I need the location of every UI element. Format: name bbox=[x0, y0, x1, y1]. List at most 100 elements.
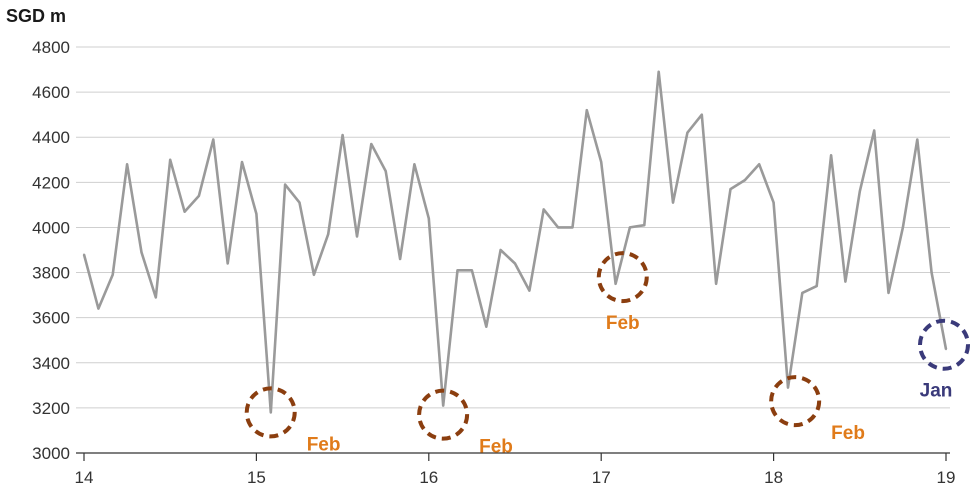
x-tick-label: 18 bbox=[764, 468, 783, 487]
data-point bbox=[226, 262, 229, 265]
data-point bbox=[212, 138, 215, 141]
data-point bbox=[528, 289, 531, 292]
data-point bbox=[399, 258, 402, 261]
data-point bbox=[255, 212, 258, 215]
annotation-circle bbox=[244, 386, 297, 439]
data-point bbox=[700, 113, 703, 116]
data-point bbox=[628, 226, 631, 229]
data-point bbox=[169, 158, 172, 161]
y-axis-label: SGD m bbox=[6, 6, 66, 26]
data-point bbox=[801, 291, 804, 294]
x-axis-ticks: 14 15 16 17 18 19 bbox=[75, 453, 956, 487]
data-point bbox=[298, 201, 301, 204]
x-tick-label: 14 bbox=[75, 468, 94, 487]
y-tick-label: 4200 bbox=[32, 173, 70, 192]
annotation-circle bbox=[417, 388, 470, 441]
data-point bbox=[758, 163, 761, 166]
data-point bbox=[284, 183, 287, 186]
annotation-feb: Feb bbox=[596, 251, 649, 334]
data-point bbox=[83, 253, 85, 256]
data-point bbox=[614, 282, 617, 285]
data-point bbox=[327, 233, 330, 236]
annotation-label: Jan bbox=[920, 381, 953, 402]
data-point bbox=[140, 251, 143, 254]
data-point bbox=[542, 208, 545, 211]
data-point bbox=[916, 138, 919, 141]
y-tick-label: 3200 bbox=[32, 399, 70, 418]
data-point bbox=[514, 262, 516, 265]
data-point bbox=[456, 269, 459, 272]
annotation-label: Feb bbox=[606, 313, 640, 334]
data-point bbox=[427, 217, 430, 220]
data-point bbox=[197, 194, 200, 197]
data-point bbox=[557, 226, 560, 229]
data-point bbox=[585, 109, 588, 112]
annotation-label: Feb bbox=[479, 437, 513, 458]
data-point bbox=[786, 386, 789, 389]
gridlines bbox=[76, 46, 950, 409]
series-points bbox=[83, 70, 947, 414]
data-point bbox=[183, 210, 186, 213]
data-point bbox=[126, 163, 129, 166]
data-point bbox=[643, 224, 646, 227]
data-point bbox=[729, 188, 732, 191]
data-point bbox=[945, 348, 947, 351]
data-point bbox=[930, 271, 933, 274]
y-tick-label: 4800 bbox=[32, 38, 70, 57]
data-point bbox=[241, 161, 244, 164]
data-point bbox=[672, 201, 675, 204]
data-point bbox=[715, 282, 718, 285]
x-tick-label: 15 bbox=[247, 468, 266, 487]
annotation-feb: Feb bbox=[244, 386, 341, 455]
annotation-feb: Feb bbox=[417, 388, 513, 458]
annotation-feb: Feb bbox=[769, 375, 865, 444]
data-point bbox=[370, 142, 373, 145]
data-point bbox=[600, 161, 603, 164]
y-tick-label: 4600 bbox=[32, 83, 70, 102]
x-tick-label: 17 bbox=[592, 468, 611, 487]
data-point bbox=[743, 179, 746, 182]
data-point bbox=[470, 269, 473, 272]
x-tick-label: 19 bbox=[937, 468, 956, 487]
annotation-jan: Jan bbox=[918, 318, 970, 402]
data-point bbox=[355, 235, 358, 238]
data-point bbox=[772, 201, 775, 204]
y-tick-labels: 3000 3200 3400 3600 3800 4000 4200 4400 4600 4800 bbox=[32, 38, 70, 463]
data-point bbox=[154, 296, 157, 299]
y-tick-label: 3000 bbox=[32, 444, 70, 463]
annotation-circle bbox=[918, 318, 970, 371]
data-point bbox=[341, 133, 344, 136]
data-point bbox=[312, 273, 315, 276]
annotation-circle bbox=[769, 375, 822, 428]
data-point bbox=[485, 325, 488, 328]
series-line bbox=[82, 70, 948, 414]
data-point bbox=[413, 163, 416, 166]
x-tick-label: 16 bbox=[419, 468, 438, 487]
y-tick-label: 4400 bbox=[32, 128, 70, 147]
data-point bbox=[269, 411, 272, 414]
data-point bbox=[657, 70, 660, 73]
y-tick-label: 3600 bbox=[32, 309, 70, 328]
data-point bbox=[858, 190, 861, 193]
data-point bbox=[686, 131, 689, 134]
annotation-circle bbox=[596, 251, 649, 304]
data-point bbox=[384, 170, 387, 173]
data-point bbox=[571, 226, 574, 229]
data-point bbox=[830, 154, 833, 157]
y-tick-label: 3400 bbox=[32, 354, 70, 373]
data-point bbox=[887, 291, 890, 294]
y-tick-label: 3800 bbox=[32, 264, 70, 283]
y-tick-label: 4000 bbox=[32, 218, 70, 237]
data-point bbox=[815, 285, 818, 288]
annotations: Feb Feb Feb Feb Jan bbox=[244, 251, 970, 458]
annotation-label: Feb bbox=[831, 423, 865, 444]
data-point bbox=[844, 280, 847, 283]
data-point bbox=[499, 249, 502, 251]
data-point bbox=[442, 404, 445, 407]
annotation-label: Feb bbox=[307, 434, 341, 455]
data-point bbox=[873, 129, 876, 132]
data-point bbox=[97, 307, 100, 310]
data-point bbox=[901, 226, 904, 229]
data-point bbox=[111, 273, 114, 276]
